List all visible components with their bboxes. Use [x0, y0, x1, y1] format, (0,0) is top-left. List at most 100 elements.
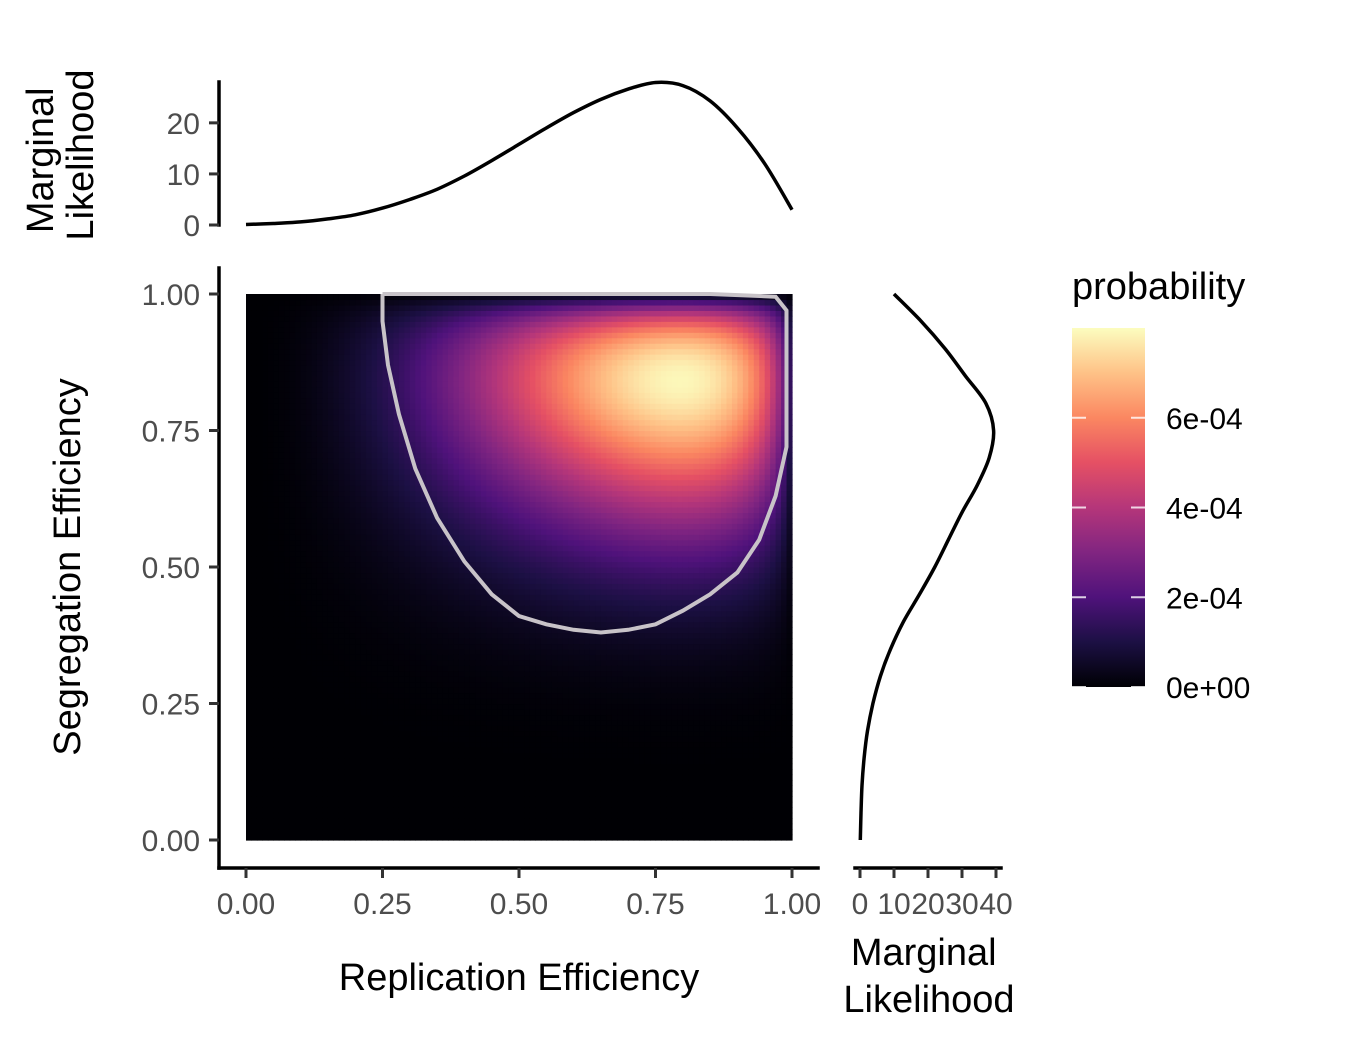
heatmap-cell	[486, 337, 493, 344]
heatmap-cell	[311, 577, 318, 584]
heatmap-cell	[366, 605, 373, 612]
heatmap-cell	[513, 430, 520, 437]
heatmap-cell	[426, 654, 433, 661]
heatmap-cell	[508, 763, 515, 770]
heatmap-cell	[442, 386, 449, 393]
heatmap-cell	[437, 692, 444, 699]
heatmap-cell	[404, 632, 411, 639]
heatmap-cell	[366, 425, 373, 432]
heatmap-cell	[289, 676, 296, 683]
heatmap-cell	[273, 648, 280, 655]
heatmap-cell	[333, 452, 340, 459]
heatmap-cell	[344, 299, 351, 306]
heatmap-cell	[393, 834, 400, 841]
heatmap-cell	[480, 763, 487, 770]
heatmap-cell	[377, 610, 384, 617]
heatmap-cell	[289, 572, 296, 579]
heatmap-cell	[349, 665, 356, 672]
heatmap-cell	[502, 337, 509, 344]
heatmap-cell	[278, 714, 285, 721]
heatmap-cell	[316, 370, 324, 377]
heatmap-cell	[295, 572, 302, 579]
heatmap-cell	[448, 719, 455, 726]
heatmap-cell	[508, 823, 515, 830]
heatmap-cell	[502, 441, 509, 448]
heatmap-cell	[448, 326, 455, 333]
heatmap-cell	[491, 435, 498, 443]
heatmap-cell	[437, 583, 444, 590]
heatmap-cell	[371, 534, 378, 541]
heatmap-cell	[469, 632, 476, 639]
heatmap-cell	[273, 321, 280, 328]
heatmap-cell	[387, 572, 395, 579]
heatmap-cell	[256, 741, 263, 748]
heatmap-cell	[398, 758, 405, 765]
heatmap-cell	[344, 610, 351, 617]
heatmap-cell	[267, 408, 274, 415]
heatmap-cell	[469, 676, 476, 683]
heatmap-cell	[448, 725, 455, 732]
heatmap-cell	[469, 397, 476, 404]
heatmap-cell	[475, 364, 482, 372]
heatmap-cell	[497, 299, 504, 306]
heatmap-cell	[327, 556, 334, 563]
heatmap-cell	[333, 485, 340, 492]
heatmap-cell	[289, 310, 296, 317]
heatmap-cell	[300, 354, 307, 361]
heatmap-cell	[475, 397, 482, 404]
heatmap-cell	[338, 594, 345, 601]
heatmap-cell	[426, 545, 433, 552]
heatmap-cell	[513, 621, 520, 628]
heatmap-cell	[486, 790, 493, 797]
heatmap-cell	[431, 294, 438, 301]
heatmap-cell	[420, 698, 427, 705]
heatmap-cell	[469, 599, 476, 606]
heatmap-cell	[300, 364, 307, 372]
heatmap-cell	[508, 818, 515, 825]
heatmap-cell	[453, 698, 460, 705]
heatmap-cell	[409, 479, 416, 486]
heatmap-cell	[431, 681, 438, 688]
heatmap-cell	[371, 463, 378, 470]
heatmap-cell	[497, 725, 504, 732]
heatmap-cell	[256, 430, 263, 437]
heatmap-cell	[289, 599, 296, 606]
heatmap-cell	[262, 556, 269, 563]
heatmap-cell	[442, 364, 449, 372]
heatmap-cell	[420, 621, 427, 628]
heatmap-cell	[497, 496, 504, 503]
heatmap-cell	[431, 364, 438, 372]
heatmap-cell	[344, 741, 351, 748]
heatmap-cell	[491, 681, 498, 688]
heatmap-cell	[491, 419, 498, 426]
heatmap-cell	[333, 818, 340, 825]
heatmap-cell	[278, 730, 285, 737]
heatmap-cell	[497, 730, 504, 737]
heatmap-cell	[311, 550, 318, 557]
heatmap-cell	[398, 812, 405, 819]
heatmap-cell	[486, 567, 493, 574]
heatmap-cell	[371, 687, 378, 694]
heatmap-cell	[464, 299, 471, 306]
heatmap-cell	[295, 730, 302, 737]
heatmap-cell	[458, 315, 465, 322]
heatmap-cell	[437, 556, 444, 563]
heatmap-cell	[464, 812, 471, 819]
heatmap-cell	[349, 588, 356, 595]
heatmap-cell	[349, 583, 356, 590]
heatmap-cell	[491, 823, 498, 830]
heatmap-cell	[278, 550, 285, 557]
heatmap-cell	[431, 485, 438, 492]
heatmap-cell	[458, 610, 465, 617]
heatmap-cell	[284, 403, 291, 410]
heatmap-cell	[316, 490, 324, 497]
heatmap-cell	[344, 818, 351, 825]
heatmap-cell	[404, 550, 411, 557]
heatmap-cell	[377, 583, 384, 590]
heatmap-cell	[387, 512, 395, 519]
heatmap-cell	[377, 441, 384, 448]
heatmap-cell	[327, 714, 334, 721]
heatmap-cell	[382, 539, 389, 546]
heatmap-cell	[508, 517, 515, 524]
heatmap-cell	[420, 381, 427, 388]
